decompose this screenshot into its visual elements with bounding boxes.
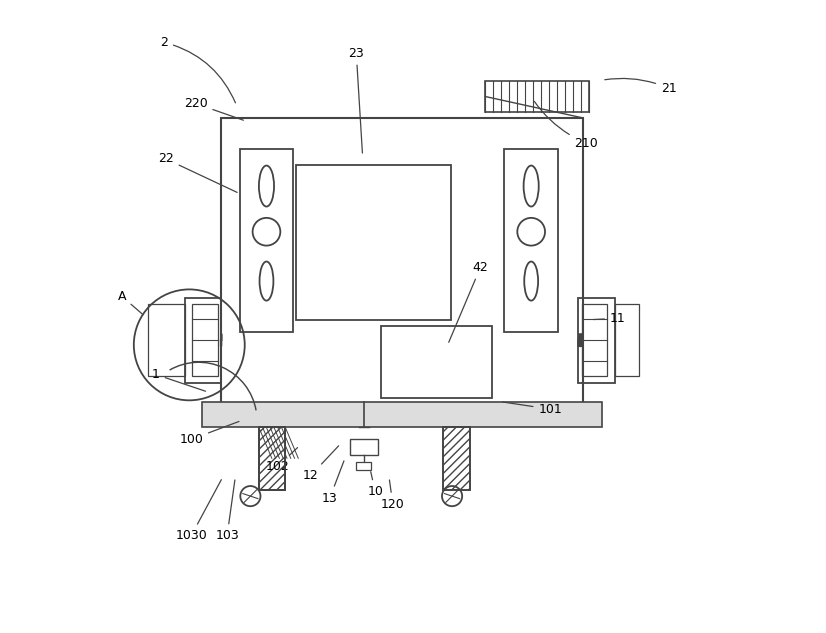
Bar bbox=[297, 165, 451, 320]
Text: 103: 103 bbox=[216, 480, 239, 542]
Text: 2: 2 bbox=[160, 36, 235, 103]
Bar bbox=[240, 149, 293, 332]
Text: 210: 210 bbox=[534, 101, 598, 149]
Bar bbox=[444, 427, 470, 490]
Text: 1: 1 bbox=[152, 368, 206, 391]
Text: 10: 10 bbox=[368, 472, 383, 498]
Bar bbox=[350, 439, 377, 455]
Bar bbox=[259, 427, 285, 490]
Bar bbox=[259, 427, 285, 490]
Bar bbox=[221, 118, 583, 423]
Text: 100: 100 bbox=[179, 422, 239, 446]
Text: 21: 21 bbox=[605, 78, 676, 95]
Bar bbox=[582, 304, 607, 377]
Text: A: A bbox=[117, 290, 143, 315]
Bar bbox=[192, 304, 217, 377]
Text: 1030: 1030 bbox=[175, 480, 221, 542]
Bar bbox=[202, 401, 602, 427]
Text: 22: 22 bbox=[158, 153, 237, 192]
Bar bbox=[149, 304, 185, 377]
Bar bbox=[356, 462, 372, 470]
Text: 120: 120 bbox=[381, 480, 405, 511]
Text: 42: 42 bbox=[449, 261, 488, 342]
Bar bbox=[444, 427, 470, 490]
Bar bbox=[185, 298, 221, 383]
Text: 13: 13 bbox=[322, 461, 344, 505]
Bar bbox=[382, 326, 491, 398]
Bar bbox=[259, 427, 285, 490]
Bar bbox=[259, 427, 285, 490]
Text: 101: 101 bbox=[503, 402, 563, 416]
Bar bbox=[505, 149, 558, 332]
Text: 11: 11 bbox=[594, 312, 626, 325]
Text: 220: 220 bbox=[183, 97, 244, 120]
Text: 102: 102 bbox=[266, 448, 297, 473]
Text: 23: 23 bbox=[349, 47, 364, 153]
Bar bbox=[578, 298, 615, 383]
Bar bbox=[486, 82, 590, 111]
Bar bbox=[615, 304, 638, 377]
Text: 12: 12 bbox=[303, 446, 339, 482]
